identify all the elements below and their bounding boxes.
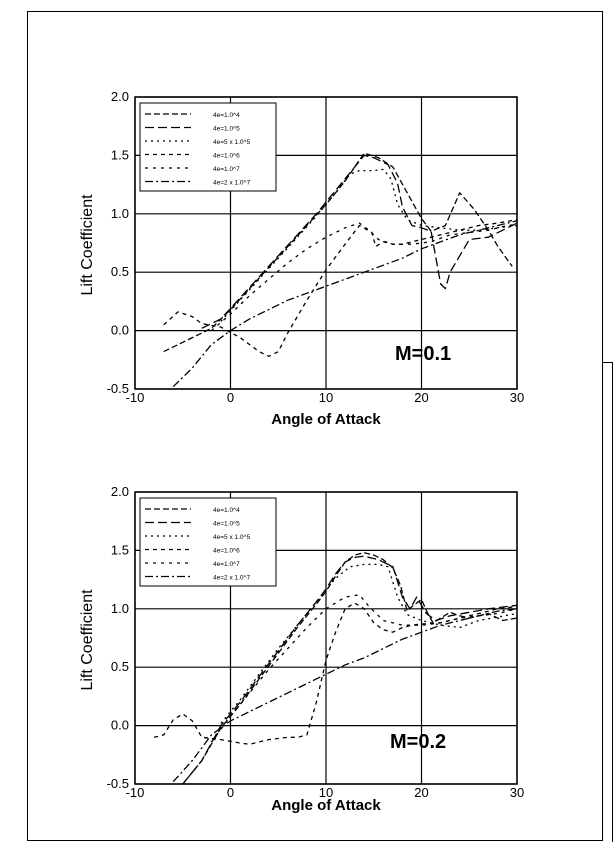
legend-entry-label: 4e=5 x 1.0^5 xyxy=(213,534,251,541)
legend: 4e=1.0^4 4e=1.0^5 4e=5 x 1.0^5 4e=1.0^6 4e=1… xyxy=(139,497,277,587)
legend-entry-label: 4e=5 x 1.0^5 xyxy=(213,139,251,146)
x-tick-label: 0 xyxy=(227,785,234,800)
legend-entry-label: 4e=1.0^6 xyxy=(213,153,240,160)
series-line-2 xyxy=(182,555,518,785)
x-tick-label: 20 xyxy=(414,390,428,405)
figure-border xyxy=(27,11,603,841)
x-axis-label: Angle of Attack xyxy=(271,411,381,428)
series-line-5 xyxy=(210,594,518,743)
plot-area xyxy=(134,96,518,390)
x-tick-label: 20 xyxy=(414,785,428,800)
x-tick-label: 10 xyxy=(319,785,333,800)
y-tick-label: 0.0 xyxy=(111,323,129,338)
series-line-4 xyxy=(153,602,518,745)
series-line-1 xyxy=(163,152,513,353)
legend-entry-label: 4e=1.0^6 xyxy=(213,548,240,555)
legend-entry-label: 4e=1.0^5 xyxy=(213,126,240,133)
y-tick-label: 1.0 xyxy=(111,601,129,616)
mach-annotation: M=0.1 xyxy=(395,343,451,365)
legend: 4e=1.0^4 4e=1.0^5 4e=5 x 1.0^5 4e=1.0^6 4e=1… xyxy=(139,102,277,192)
x-tick-label: 10 xyxy=(319,390,333,405)
legend-entry-label: 4e=2 x 1.0^7 xyxy=(213,180,251,187)
y-axis-label: Lift Coefficient xyxy=(79,194,96,296)
y-axis-label: Lift Coefficient xyxy=(79,589,96,691)
legend-entry-label: 4e=1.0^4 xyxy=(213,112,240,119)
y-tick-label: 0.5 xyxy=(111,264,129,279)
x-axis-label: Angle of Attack xyxy=(271,797,381,814)
legend-entry-label: 4e=1.0^4 xyxy=(213,507,240,514)
mach-annotation: M=0.2 xyxy=(390,731,446,753)
series-line-6 xyxy=(172,220,518,388)
x-tick-label: 0 xyxy=(227,390,234,405)
legend-box xyxy=(139,497,277,587)
y-tick-label: 1.0 xyxy=(111,206,129,221)
series-line-6 xyxy=(172,608,518,783)
legend-entry-label: 4e=2 x 1.0^7 xyxy=(213,575,251,582)
x-tick-label: 30 xyxy=(510,785,524,800)
series-line-4 xyxy=(163,218,518,357)
y-tick-label: 2.0 xyxy=(111,89,129,104)
series-line-5 xyxy=(210,222,518,332)
chart-panel-1: -10 0 10 20 30 -0.5 0.0 0.5 1.0 1.5 2.0 Angle of At… xyxy=(79,89,524,428)
x-tick-label: -10 xyxy=(126,390,145,405)
plot-area xyxy=(134,491,518,785)
y-tick-label: -0.5 xyxy=(107,381,129,396)
chart-panel-2: -10 0 10 20 30 -0.5 0.0 0.5 1.0 1.5 2.0 Angle of At… xyxy=(79,484,524,814)
figure-border-step xyxy=(603,362,613,842)
y-tick-label: 1.5 xyxy=(111,542,129,557)
legend-entry-label: 4e=1.0^7 xyxy=(213,561,240,568)
y-tick-label: -0.5 xyxy=(107,776,129,791)
legend-entry-label: 4e=1.0^7 xyxy=(213,166,240,173)
series-line-2 xyxy=(201,154,518,329)
legend-box xyxy=(139,102,277,192)
series-line-3 xyxy=(220,563,518,724)
y-tick-label: 2.0 xyxy=(111,484,129,499)
y-tick-label: 1.5 xyxy=(111,147,129,162)
series-line-3 xyxy=(220,168,518,322)
legend-entry-label: 4e=1.0^5 xyxy=(213,521,240,528)
series-line-1 xyxy=(182,552,518,785)
y-tick-label: 0.0 xyxy=(111,718,129,733)
x-tick-label: 30 xyxy=(510,390,524,405)
y-tick-label: 0.5 xyxy=(111,659,129,674)
x-tick-label: -10 xyxy=(126,785,145,800)
